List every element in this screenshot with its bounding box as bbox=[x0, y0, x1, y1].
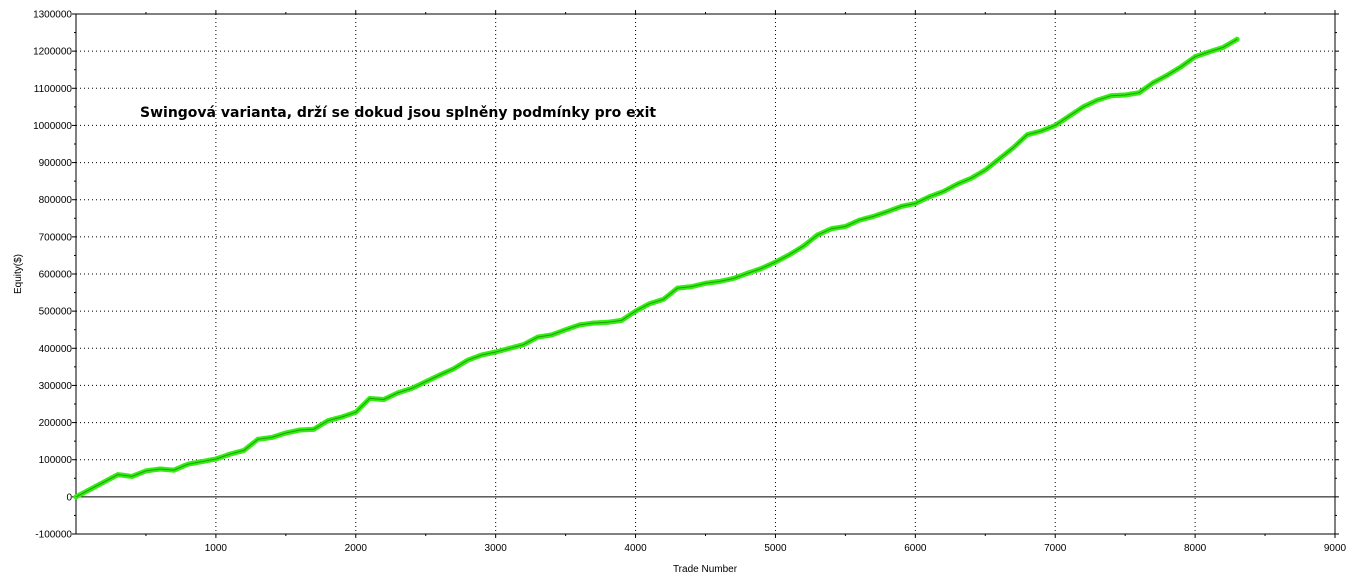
ticks: -100000 0 100000 200000 300000 400000 500000 60… bbox=[33, 10, 1346, 555]
x-tick-label: 8000 bbox=[1184, 543, 1207, 554]
x-tick-label: 9000 bbox=[1324, 543, 1347, 554]
equity-line bbox=[75, 38, 1238, 498]
y-tick-label: 600000 bbox=[39, 270, 73, 281]
y-tick-label: 1000000 bbox=[33, 121, 72, 132]
data-point bbox=[1234, 36, 1240, 42]
y-tick-label: 900000 bbox=[39, 158, 73, 169]
x-tick-label: 7000 bbox=[1044, 543, 1067, 554]
y-tick-label: 200000 bbox=[39, 418, 73, 429]
x-tick-label: 4000 bbox=[624, 543, 647, 554]
plot-area bbox=[75, 13, 1336, 535]
y-tick-label: 100000 bbox=[39, 455, 73, 466]
grid bbox=[76, 14, 1335, 534]
y-tick-label: 700000 bbox=[39, 232, 73, 243]
y-tick-label: 1100000 bbox=[34, 84, 73, 95]
y-tick-label: 500000 bbox=[39, 307, 73, 318]
y-tick-label: -100000 bbox=[35, 530, 72, 541]
y-tick-label: 300000 bbox=[39, 381, 73, 392]
y-tick-label: 1200000 bbox=[33, 47, 72, 58]
x-tick-label: 2000 bbox=[345, 543, 368, 554]
y-tick-label: 0 bbox=[66, 492, 72, 503]
y-tick-label: 800000 bbox=[39, 195, 73, 206]
x-tick-label: 1000 bbox=[205, 543, 228, 554]
x-tick-label: 6000 bbox=[904, 543, 927, 554]
y-tick-label: 1300000 bbox=[33, 10, 72, 21]
x-tick-label: 5000 bbox=[764, 543, 787, 554]
y-axis-title: Equity($) bbox=[13, 254, 24, 294]
x-tick-label: 3000 bbox=[485, 543, 508, 554]
x-axis-title: Trade Number bbox=[673, 564, 738, 575]
annotation-text: Swingová varianta, drží se dokud jsou sp… bbox=[140, 105, 656, 121]
data-points bbox=[73, 36, 1240, 500]
y-tick-label: 400000 bbox=[39, 344, 73, 355]
